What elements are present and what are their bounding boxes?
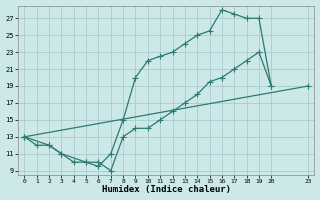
X-axis label: Humidex (Indice chaleur): Humidex (Indice chaleur)	[102, 185, 231, 194]
